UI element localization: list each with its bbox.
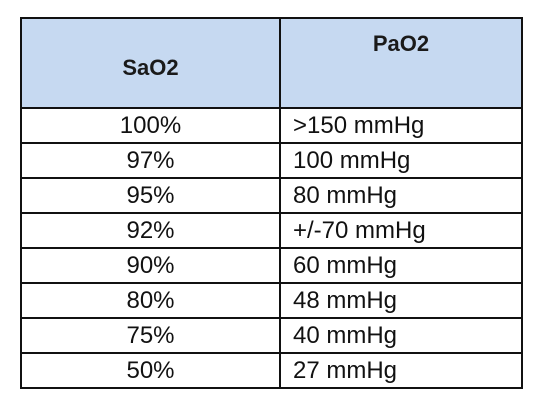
cell-sao2: 50% bbox=[20, 352, 281, 389]
cell-sao2: 95% bbox=[20, 177, 281, 214]
cell-pao2: +/-70 mmHg bbox=[279, 212, 523, 249]
cell-sao2: 97% bbox=[20, 142, 281, 179]
cell-sao2: 75% bbox=[20, 317, 281, 354]
cell-sao2: 100% bbox=[20, 107, 281, 144]
table-row: 97% 100 mmHg bbox=[20, 142, 523, 179]
table-row: 100% >150 mmHg bbox=[20, 107, 523, 144]
table-body: 100% >150 mmHg 97% 100 mmHg 95% 80 mmHg … bbox=[20, 107, 523, 389]
cell-sao2: 92% bbox=[20, 212, 281, 249]
cell-pao2: >150 mmHg bbox=[279, 107, 523, 144]
header-row: SaO2 PaO2 bbox=[20, 17, 523, 109]
sao2-pao2-table: SaO2 PaO2 100% >150 mmHg 97% 100 mmHg 95… bbox=[20, 17, 523, 389]
table-row: 50% 27 mmHg bbox=[20, 352, 523, 389]
table-row: 75% 40 mmHg bbox=[20, 317, 523, 354]
cell-pao2: 60 mmHg bbox=[279, 247, 523, 284]
table-row: 80% 48 mmHg bbox=[20, 282, 523, 319]
cell-pao2: 100 mmHg bbox=[279, 142, 523, 179]
cell-pao2: 48 mmHg bbox=[279, 282, 523, 319]
table-row: 92% +/-70 mmHg bbox=[20, 212, 523, 249]
cell-sao2: 90% bbox=[20, 247, 281, 284]
cell-pao2: 80 mmHg bbox=[279, 177, 523, 214]
cell-pao2: 40 mmHg bbox=[279, 317, 523, 354]
table-row: 95% 80 mmHg bbox=[20, 177, 523, 214]
header-sao2: SaO2 bbox=[20, 17, 281, 109]
header-pao2: PaO2 bbox=[279, 17, 523, 109]
table-header: SaO2 PaO2 bbox=[20, 17, 523, 109]
cell-sao2: 80% bbox=[20, 282, 281, 319]
table-row: 90% 60 mmHg bbox=[20, 247, 523, 284]
cell-pao2: 27 mmHg bbox=[279, 352, 523, 389]
